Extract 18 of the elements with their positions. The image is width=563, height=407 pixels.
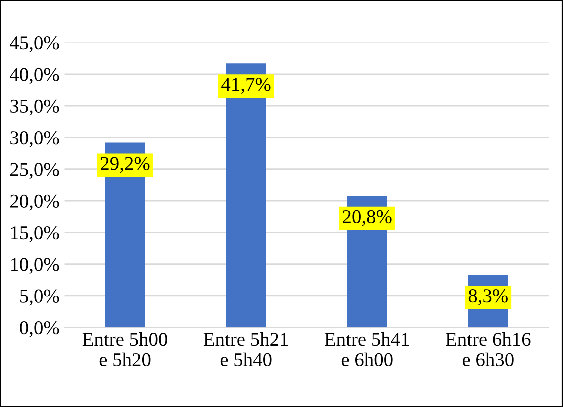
y-tick-label: 20,0% <box>10 194 60 211</box>
y-tick-label: 10,0% <box>11 258 60 274</box>
y-tick-label: 35,0% <box>10 100 60 116</box>
x-tick-label: Entre 5h00 e 5h20 <box>82 332 168 367</box>
data-label: 41,7% <box>222 78 271 94</box>
data-label: 20,8% <box>343 210 392 226</box>
y-tick-label: 45,0% <box>10 36 60 52</box>
data-label: 8,3% <box>468 290 508 306</box>
x-tick-label: Entre 5h21 e 5h40 <box>204 332 288 367</box>
x-tick-label: Entre 6h16 e 6h30 <box>446 332 531 367</box>
y-tick-label: 5,0% <box>20 290 60 306</box>
y-tick-label: 15,0% <box>11 226 60 242</box>
y-tick-label: 0,0% <box>20 321 60 338</box>
y-tick-label: 30,0% <box>10 132 60 148</box>
y-tick-label: 25,0% <box>10 163 60 180</box>
x-tick-label: Entre 5h41 e 6h00 <box>324 332 410 367</box>
y-tick-label: 40,0% <box>10 68 60 84</box>
data-label: 29,2% <box>101 157 150 174</box>
